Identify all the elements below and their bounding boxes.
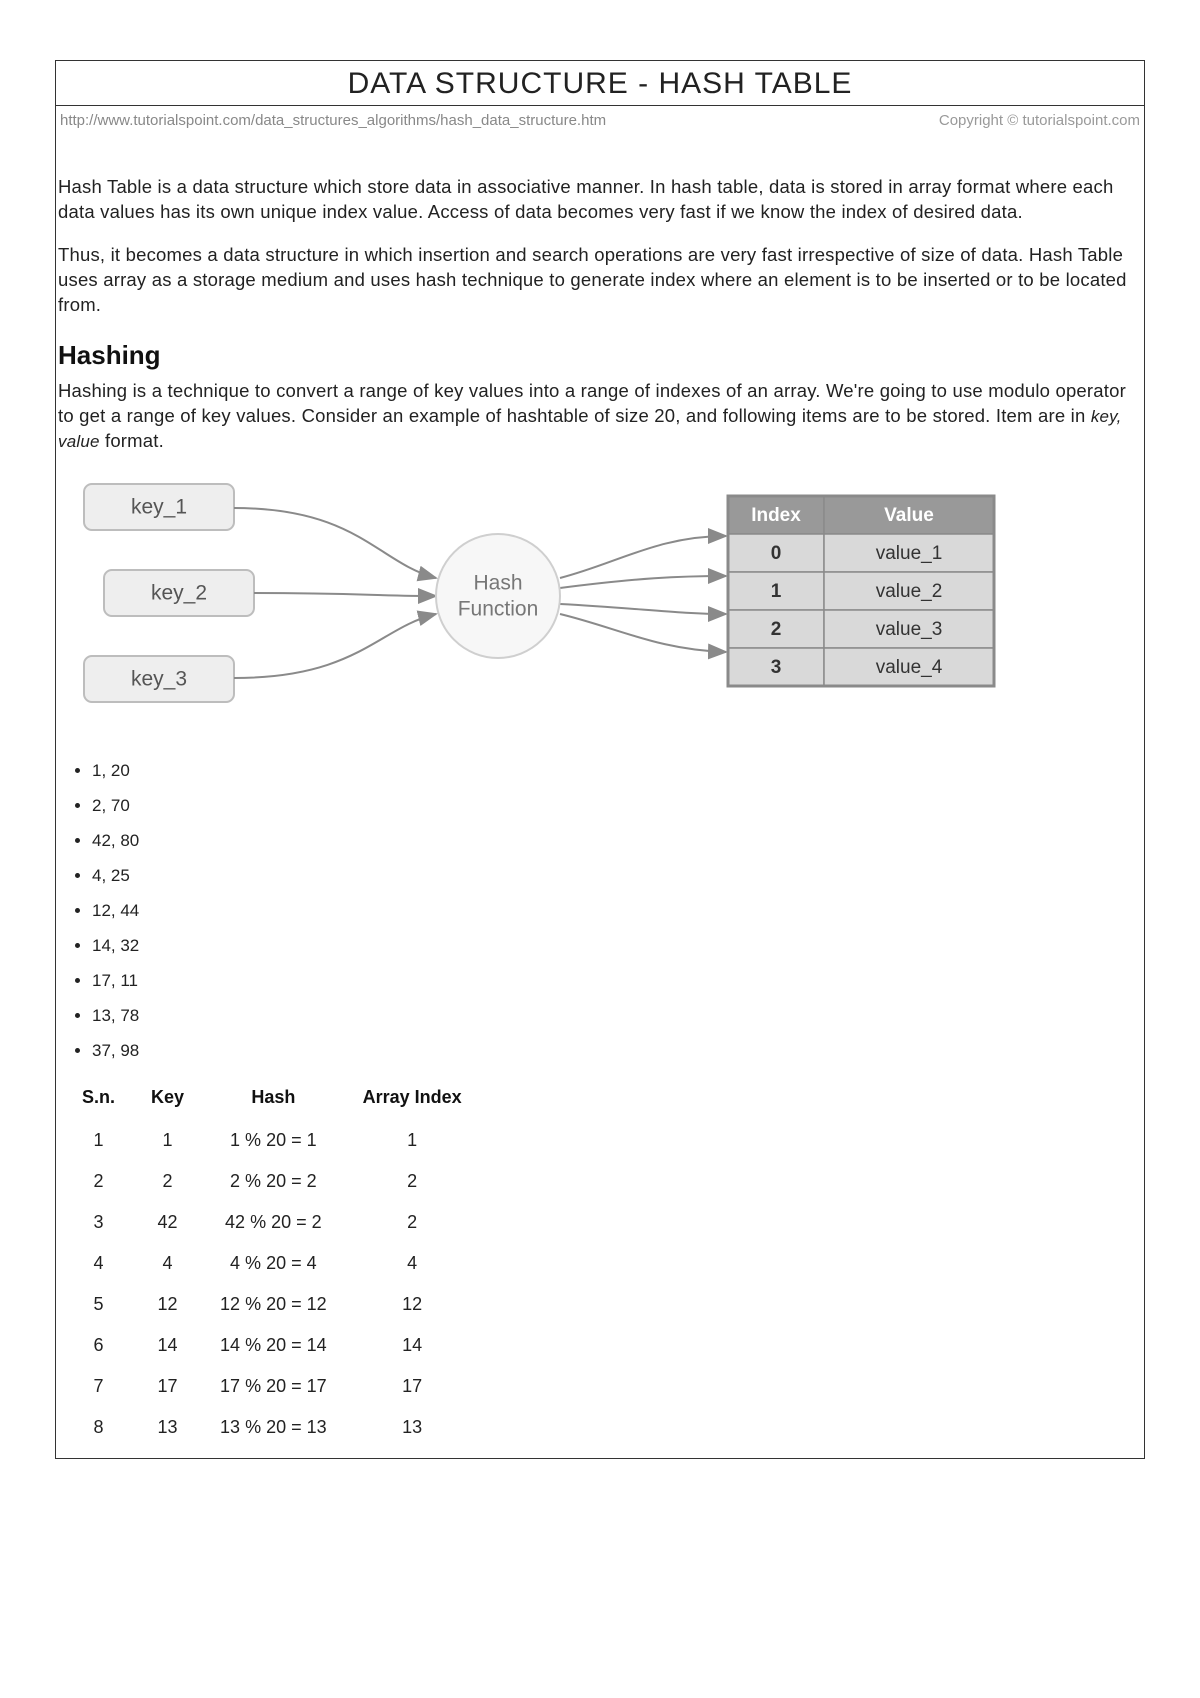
svg-text:0: 0 [771,543,782,564]
table-cell: 1 [133,1120,202,1161]
table-cell: 12 [133,1284,202,1325]
hash-diagram: key_1 key_2 key_3 Hash Function Index Value 0 va… [58,478,1142,743]
hashing-text-b: format. [100,430,164,451]
table-row: 61414 % 20 = 1414 [64,1325,480,1366]
table-cell: 14 [345,1325,480,1366]
list-item: 37, 98 [92,1041,1142,1061]
table-cell: 2 [345,1202,480,1243]
meta-row: http://www.tutorialspoint.com/data_struc… [56,106,1144,129]
table-cell: 4 % 20 = 4 [202,1243,345,1284]
svg-text:1: 1 [771,581,782,602]
svg-text:key_2: key_2 [151,581,207,604]
table-row: 34242 % 20 = 22 [64,1202,480,1243]
table-row: 222 % 20 = 22 [64,1161,480,1202]
page-title: DATA STRUCTURE - HASH TABLE [56,67,1144,101]
table-cell: 3 [64,1202,133,1243]
svg-text:Value: Value [884,505,934,526]
table-cell: 4 [64,1243,133,1284]
list-item: 4, 25 [92,866,1142,886]
copyright-text: Copyright © tutorialspoint.com [939,112,1140,129]
table-row: 51212 % 20 = 1212 [64,1284,480,1325]
hashing-heading: Hashing [58,340,1142,371]
table-cell: 2 [345,1161,480,1202]
list-item: 14, 32 [92,936,1142,956]
table-cell: 6 [64,1325,133,1366]
list-item: 12, 44 [92,901,1142,921]
table-cell: 2 [133,1161,202,1202]
title-bar: DATA STRUCTURE - HASH TABLE [56,61,1144,106]
table-header: Hash [202,1081,345,1120]
document-page: DATA STRUCTURE - HASH TABLE http://www.t… [55,60,1145,1459]
table-cell: 4 [345,1243,480,1284]
table-header: Array Index [345,1081,480,1120]
list-item: 17, 11 [92,971,1142,991]
table-cell: 7 [64,1366,133,1407]
items-list: 1, 20 2, 70 42, 80 4, 25 12, 44 14, 32 17, 11 1… [92,761,1142,1061]
table-cell: 42 [133,1202,202,1243]
svg-text:2: 2 [771,619,782,640]
table-cell: 13 [345,1407,480,1448]
hashing-text-a: Hashing is a technique to convert a rang… [58,380,1126,426]
table-row: 71717 % 20 = 1717 [64,1366,480,1407]
table-cell: 17 [133,1366,202,1407]
source-url: http://www.tutorialspoint.com/data_struc… [60,112,606,129]
svg-text:3: 3 [771,657,782,678]
hashing-paragraph: Hashing is a technique to convert a rang… [58,379,1142,454]
list-item: 42, 80 [92,831,1142,851]
table-cell: 12 % 20 = 12 [202,1284,345,1325]
intro-paragraph-2: Thus, it becomes a data structure in whi… [58,243,1142,318]
table-header: Key [133,1081,202,1120]
svg-text:Index: Index [751,505,801,526]
table-cell: 14 [133,1325,202,1366]
hash-diagram-svg: key_1 key_2 key_3 Hash Function Index Value 0 va… [58,478,1018,738]
table-header: S.n. [64,1081,133,1120]
svg-text:Function: Function [458,597,539,620]
svg-text:Hash: Hash [473,571,522,594]
svg-text:key_3: key_3 [131,667,187,690]
list-item: 13, 78 [92,1006,1142,1026]
table-cell: 42 % 20 = 2 [202,1202,345,1243]
intro-paragraph-1: Hash Table is a data structure which sto… [58,175,1142,225]
content-area: Hash Table is a data structure which sto… [56,175,1144,1458]
list-item: 2, 70 [92,796,1142,816]
table-cell: 8 [64,1407,133,1448]
table-cell: 2 % 20 = 2 [202,1161,345,1202]
svg-text:key_1: key_1 [131,495,187,518]
table-cell: 1 [345,1120,480,1161]
table-cell: 14 % 20 = 14 [202,1325,345,1366]
table-cell: 13 % 20 = 13 [202,1407,345,1448]
hash-calc-table: S.n.KeyHashArray Index111 % 20 = 11222 %… [64,1081,480,1448]
table-cell: 17 % 20 = 17 [202,1366,345,1407]
table-cell: 13 [133,1407,202,1448]
list-item: 1, 20 [92,761,1142,781]
table-cell: 4 [133,1243,202,1284]
table-row: 81313 % 20 = 1313 [64,1407,480,1448]
table-cell: 12 [345,1284,480,1325]
svg-text:value_4: value_4 [876,657,943,678]
table-cell: 1 [64,1120,133,1161]
svg-text:value_3: value_3 [876,619,943,640]
table-cell: 1 % 20 = 1 [202,1120,345,1161]
svg-text:value_1: value_1 [876,543,943,564]
table-cell: 2 [64,1161,133,1202]
table-row: 111 % 20 = 11 [64,1120,480,1161]
table-row: 444 % 20 = 44 [64,1243,480,1284]
table-cell: 5 [64,1284,133,1325]
svg-text:value_2: value_2 [876,581,943,602]
table-cell: 17 [345,1366,480,1407]
